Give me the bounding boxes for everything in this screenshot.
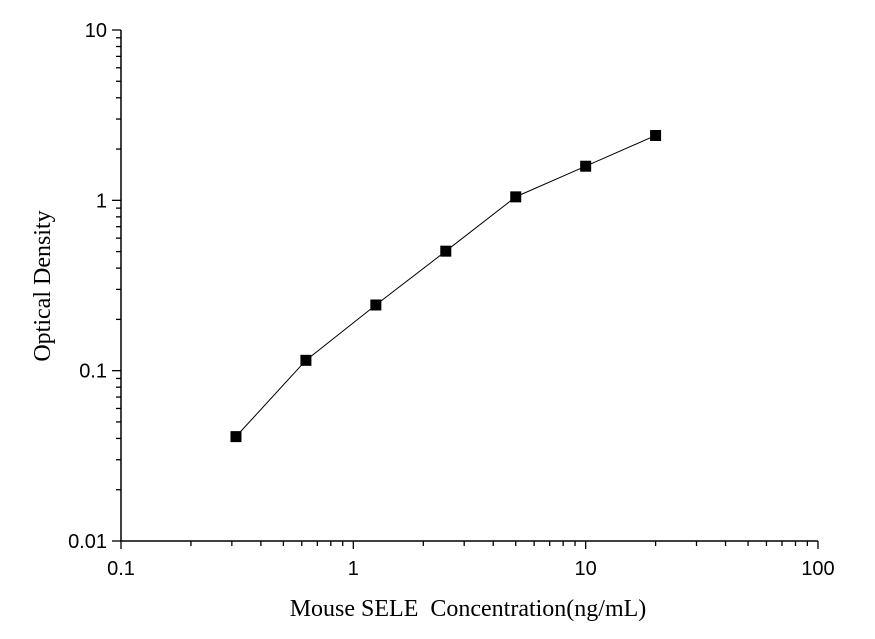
y-tick-label: 10 — [85, 20, 107, 42]
y-axis-title: Optical Density — [30, 210, 56, 361]
data-point — [580, 160, 592, 172]
data-point — [370, 299, 382, 311]
series — [230, 129, 662, 443]
x-tick-label: 100 — [801, 558, 834, 580]
x-tick-label: 0.1 — [107, 558, 135, 580]
data-point — [300, 354, 312, 366]
data-point — [230, 431, 242, 443]
y-tick-label: 0.1 — [79, 361, 107, 383]
x-ticks — [120, 541, 819, 549]
x-tick-label: 10 — [575, 558, 597, 580]
data-point — [650, 129, 662, 141]
y-tick-labels: 0.01 0.1 1 10 — [68, 20, 107, 553]
x-tick-labels: 0.1 1 10 100 — [107, 558, 835, 580]
x-axis-title: Mouse SELE Concentration(ng/mL) — [290, 596, 647, 622]
y-ticks — [112, 29, 121, 542]
data-point — [510, 191, 522, 203]
data-point — [440, 245, 452, 257]
series-line — [235, 135, 656, 437]
y-tick-label: 0.01 — [68, 531, 107, 553]
y-tick-label: 1 — [96, 190, 107, 212]
x-tick-label: 1 — [348, 558, 359, 580]
